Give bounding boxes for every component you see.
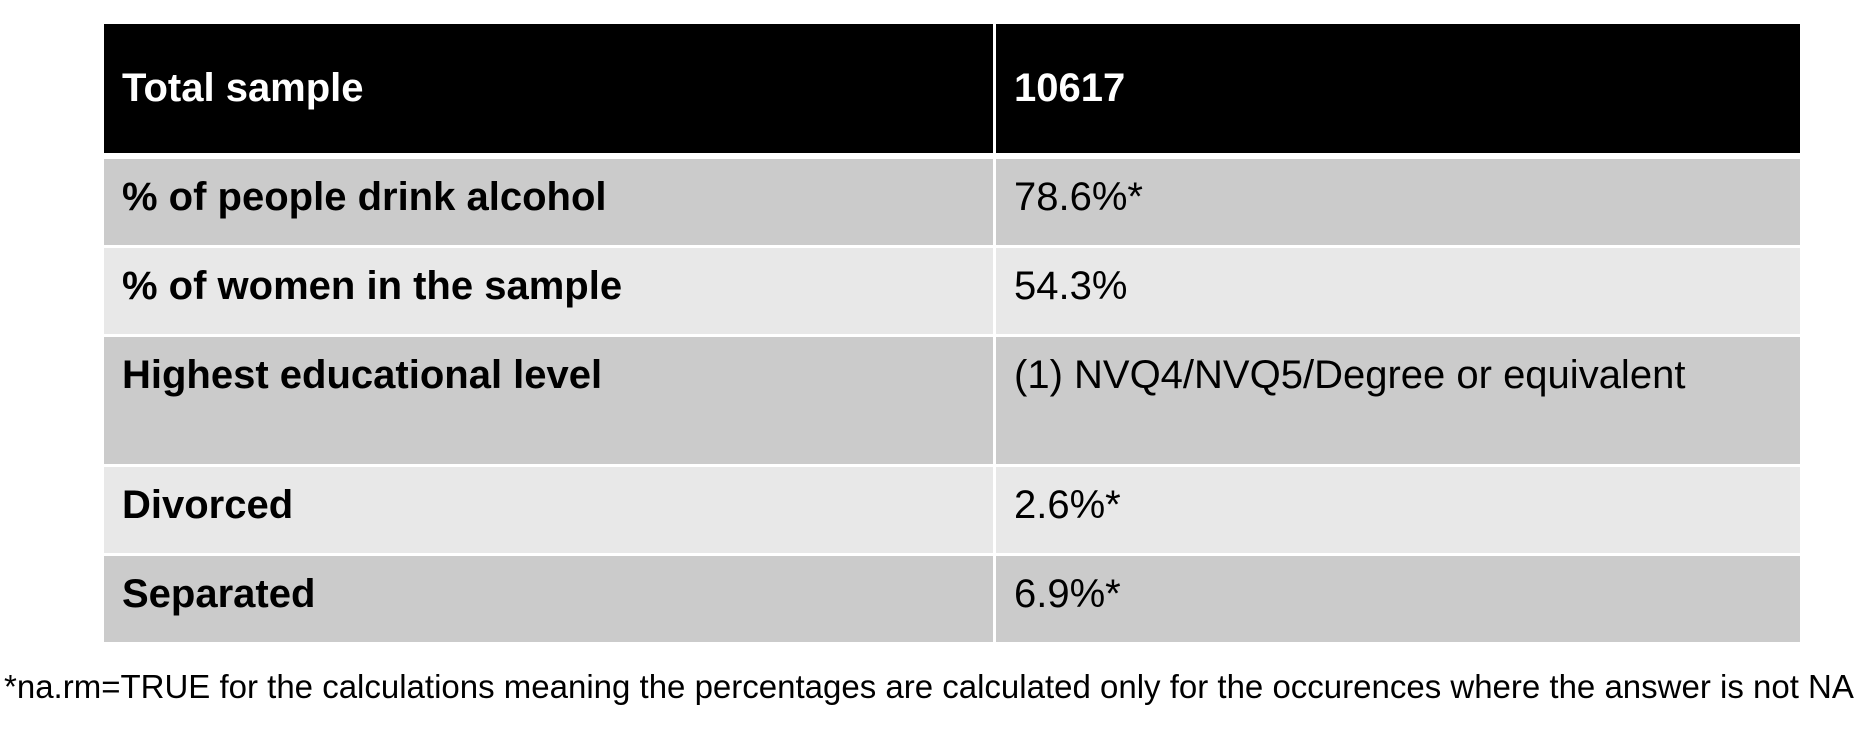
row-value: 6.9%* xyxy=(996,556,1800,642)
table-header-row: Total sample 10617 xyxy=(104,24,1800,159)
row-value: 2.6%* xyxy=(996,467,1800,556)
footnote: *na.rm=TRUE for the calculations meaning… xyxy=(4,668,1854,705)
row-value: 54.3% xyxy=(996,248,1800,337)
row-label: Highest educational level xyxy=(104,337,996,467)
row-label: Divorced xyxy=(104,467,996,556)
table-row: Divorced 2.6%* xyxy=(104,467,1800,556)
table-row: % of people drink alcohol 78.6%* xyxy=(104,159,1800,248)
header-label: Total sample xyxy=(104,24,996,159)
header-value: 10617 xyxy=(996,24,1800,159)
table-row: Highest educational level (1) NVQ4/NVQ5/… xyxy=(104,337,1800,467)
summary-table: Total sample 10617 % of people drink alc… xyxy=(104,24,1800,642)
row-value: 78.6%* xyxy=(996,159,1800,248)
row-label: Separated xyxy=(104,556,996,642)
row-value: (1) NVQ4/NVQ5/Degree or equivalent xyxy=(996,337,1800,467)
row-label: % of people drink alcohol xyxy=(104,159,996,248)
table-row: Separated 6.9%* xyxy=(104,556,1800,642)
row-label: % of women in the sample xyxy=(104,248,996,337)
table-row: % of women in the sample 54.3% xyxy=(104,248,1800,337)
